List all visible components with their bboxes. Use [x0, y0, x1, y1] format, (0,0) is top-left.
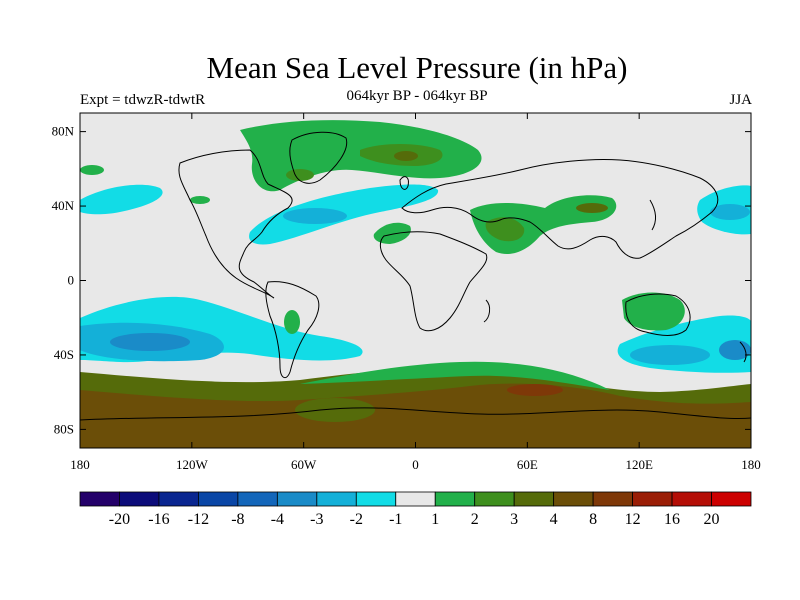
antarctic-high [80, 383, 751, 448]
lon-tick-label: 120W [176, 457, 209, 472]
colorbar-label: 3 [510, 511, 518, 528]
alaska-patch [190, 196, 210, 204]
coast-australia [625, 293, 691, 336]
coast-antarctica [80, 407, 751, 421]
colorbar-label: -4 [271, 511, 284, 528]
coast-new-zealand [739, 341, 747, 363]
coast-north-america [178, 149, 293, 299]
coast-africa [379, 231, 488, 332]
lat-tick-label: 40N [52, 198, 75, 213]
colorbar-swatch [474, 491, 515, 507]
lon-tick-label: 60W [291, 457, 317, 472]
colorbar-label: -16 [148, 511, 169, 528]
lon-tick-label: 120E [625, 457, 653, 472]
colorbar-swatch [632, 491, 673, 507]
lon-tick-label: 180 [741, 457, 761, 472]
north-pacific-patch [80, 165, 104, 175]
coast-eurasia [401, 158, 719, 259]
coast-uk [399, 176, 409, 190]
colorbar-swatch [237, 491, 278, 507]
colorbar-swatch [592, 491, 633, 507]
lon-tick-label: 0 [412, 457, 419, 472]
colorbar-label: -12 [188, 511, 209, 528]
colorbar-label: -20 [109, 511, 130, 528]
europe-high-patch [286, 169, 314, 181]
asia-high-mid [485, 217, 525, 242]
australia-high [622, 292, 685, 331]
colorbar-swatch [158, 491, 199, 507]
map-field [80, 113, 751, 448]
colorbar: -20 -16 -12 -8 -4 -3 -2 -1 1 2 3 4 8 12 16 20 [79, 491, 752, 528]
coast-japan [649, 199, 657, 231]
colorbar-label: 12 [625, 511, 641, 528]
south-indian-low-mid [630, 345, 710, 365]
latitude-axis: 80N 40N 0 40S 80S [52, 124, 751, 436]
coast-greenland [289, 131, 348, 184]
coast-madagascar [483, 299, 491, 323]
coastlines [80, 131, 751, 421]
colorbar-label: -3 [310, 511, 323, 528]
colorbar-label: 16 [664, 511, 680, 528]
period-label: 064kyr BP - 064kyr BP [346, 88, 488, 104]
lat-tick-label: 0 [68, 273, 75, 288]
lon-tick-label: 180 [70, 457, 90, 472]
lat-tick-label: 80S [54, 421, 74, 436]
colorbar-swatch [711, 491, 752, 507]
colorbar-label: 2 [471, 511, 479, 528]
asia-high-core [576, 203, 608, 213]
colorbar-swatch [395, 491, 436, 507]
colorbar-label: -8 [231, 511, 244, 528]
north-pacific-low-west [80, 184, 163, 215]
lat-tick-label: 40S [54, 347, 74, 362]
colorbar-swatch [316, 491, 357, 507]
antarctic-high-core [507, 384, 563, 396]
experiment-label: Expt = tdwzR-tdwtR [80, 92, 206, 108]
longitude-axis: 180 120W 60W 0 60E 120E 180 [70, 113, 761, 472]
south-pacific-low-core [110, 333, 190, 351]
colorbar-swatch [198, 491, 239, 507]
colorbar-label: -1 [389, 511, 402, 528]
lon-tick-label: 60E [517, 457, 538, 472]
north-pacific-low-core [710, 204, 750, 220]
colorbar-swatch [434, 491, 476, 507]
colorbar-swatch [553, 491, 594, 507]
colorbar-label: 20 [704, 511, 720, 528]
lat-tick-label: 80N [52, 124, 75, 139]
page-title: Mean Sea Level Pressure (in hPa) [206, 50, 628, 85]
coast-south-america [265, 281, 320, 379]
colorbar-label: 1 [431, 511, 439, 528]
colorbar-swatch [513, 491, 555, 507]
arctic-high-center [394, 151, 418, 161]
southern-ocean-band-edge [300, 361, 610, 390]
colorbar-swatch [276, 491, 318, 507]
colorbar-swatch [119, 491, 160, 507]
south-america-patch [284, 310, 300, 334]
colorbar-label: -2 [350, 511, 363, 528]
weddell-green [295, 398, 375, 422]
colorbar-swatch [355, 491, 397, 507]
colorbar-swatch [671, 491, 712, 507]
mediterranean-high [373, 222, 411, 244]
season-label: JJA [729, 92, 752, 108]
colorbar-swatch [79, 491, 120, 507]
colorbar-label: 4 [550, 511, 558, 528]
colorbar-label: 8 [589, 511, 597, 528]
north-atlantic-low-core [283, 208, 347, 224]
